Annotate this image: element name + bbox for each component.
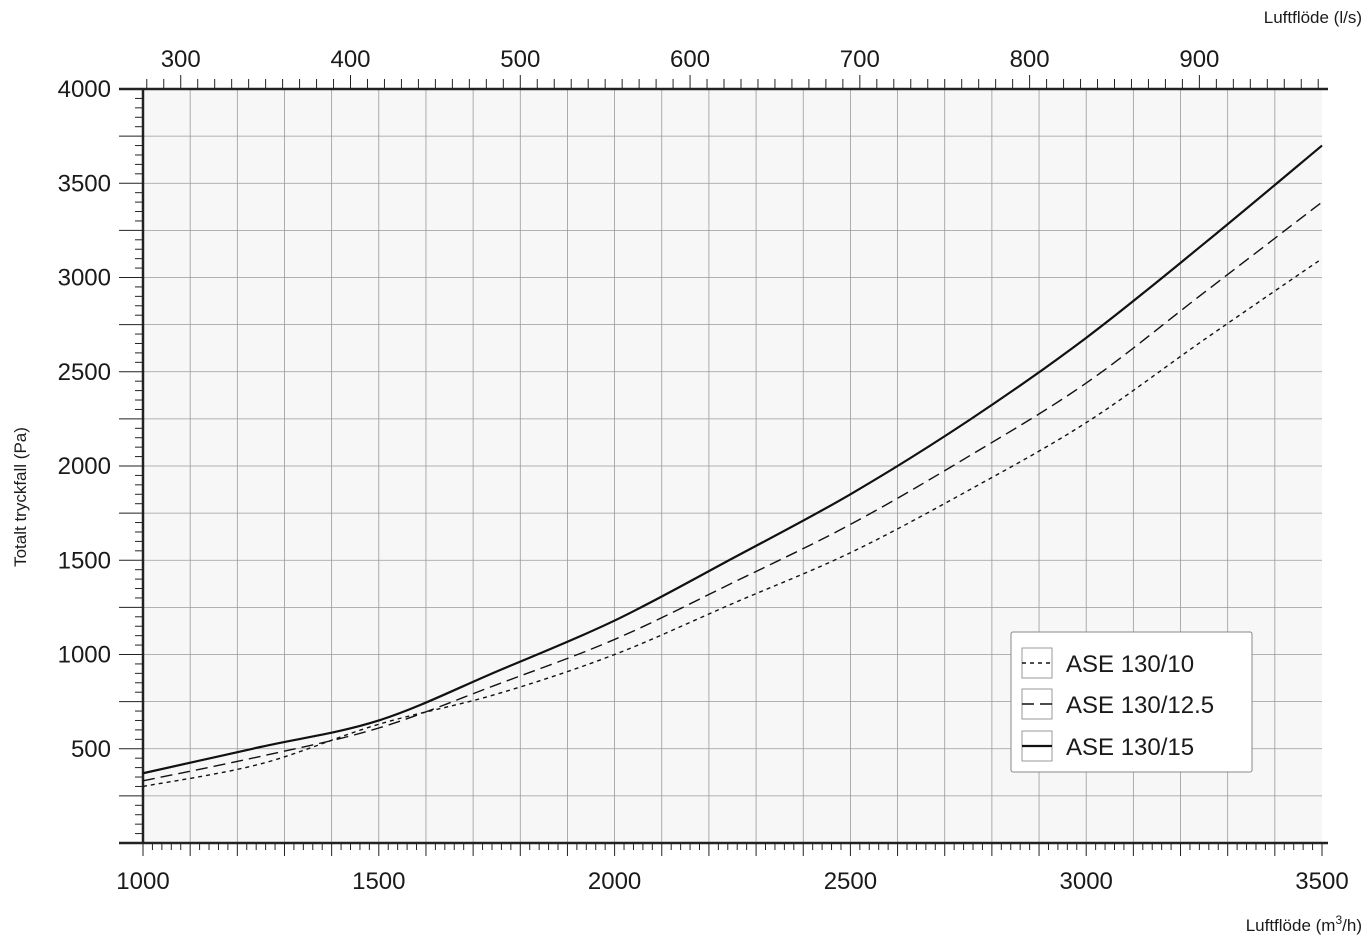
x-tick-label: 1500 [352, 868, 405, 895]
legend-item-2: ASE 130/12.5 [1021, 688, 1214, 720]
y-tick-label: 1500 [58, 547, 111, 574]
top-tick-label: 300 [161, 46, 201, 73]
bottom-x-axis-title-tail: /h) [1342, 916, 1362, 935]
y-tick-label: 1000 [58, 642, 111, 669]
legend-item-1: ASE 130/10 [1021, 647, 1194, 679]
y-tick-label: 3000 [58, 265, 111, 292]
top-tick-label: 900 [1179, 46, 1219, 73]
series-line-1 [142, 258, 1323, 788]
tick-labels: 1000 1500 2000 2500 3000 3500 500 1000 1500 2000 2… [58, 46, 1349, 895]
data-series [142, 144, 1323, 788]
x-tick-label: 2500 [824, 868, 877, 895]
x-tick-label: 3000 [1060, 868, 1113, 895]
top-tick-label: 400 [330, 46, 370, 73]
bottom-x-axis-title-main: Luftflöde (m [1246, 916, 1336, 935]
y-tick-label: 500 [71, 736, 111, 763]
x-tick-label: 1000 [116, 868, 169, 895]
y-tick-label: 3500 [58, 170, 111, 197]
top-tick-label: 600 [670, 46, 710, 73]
top-tick-label: 700 [840, 46, 880, 73]
legend-label-2: ASE 130/12.5 [1066, 692, 1214, 719]
legend-box [1010, 631, 1253, 773]
x-tick-label: 3500 [1295, 868, 1348, 895]
series-line-3 [142, 144, 1323, 775]
axes [119, 87, 1328, 845]
y-tick-label: 2500 [58, 359, 111, 386]
y-axis-title: Totalt tryckfall (Pa) [11, 427, 30, 567]
top-x-axis-title: Luftflöde (l/s) [1264, 8, 1362, 27]
x-tick-label: 2000 [588, 868, 641, 895]
y-tick-label: 2000 [58, 453, 111, 480]
legend-label-3: ASE 130/15 [1066, 734, 1194, 761]
legend-item-3: ASE 130/15 [1021, 730, 1194, 762]
legend-label-1: ASE 130/10 [1066, 651, 1194, 678]
bottom-x-axis-title: Luftflöde (m3/h) [1246, 913, 1362, 935]
legend: ASE 130/10 ASE 130/12.5 ASE 130/15 [1010, 631, 1253, 773]
series-line-2 [142, 201, 1323, 782]
top-tick-label: 500 [500, 46, 540, 73]
bottom-x-axis-title-sup: 3 [1335, 913, 1342, 927]
top-tick-label: 800 [1010, 46, 1050, 73]
y-tick-label: 4000 [58, 76, 111, 103]
